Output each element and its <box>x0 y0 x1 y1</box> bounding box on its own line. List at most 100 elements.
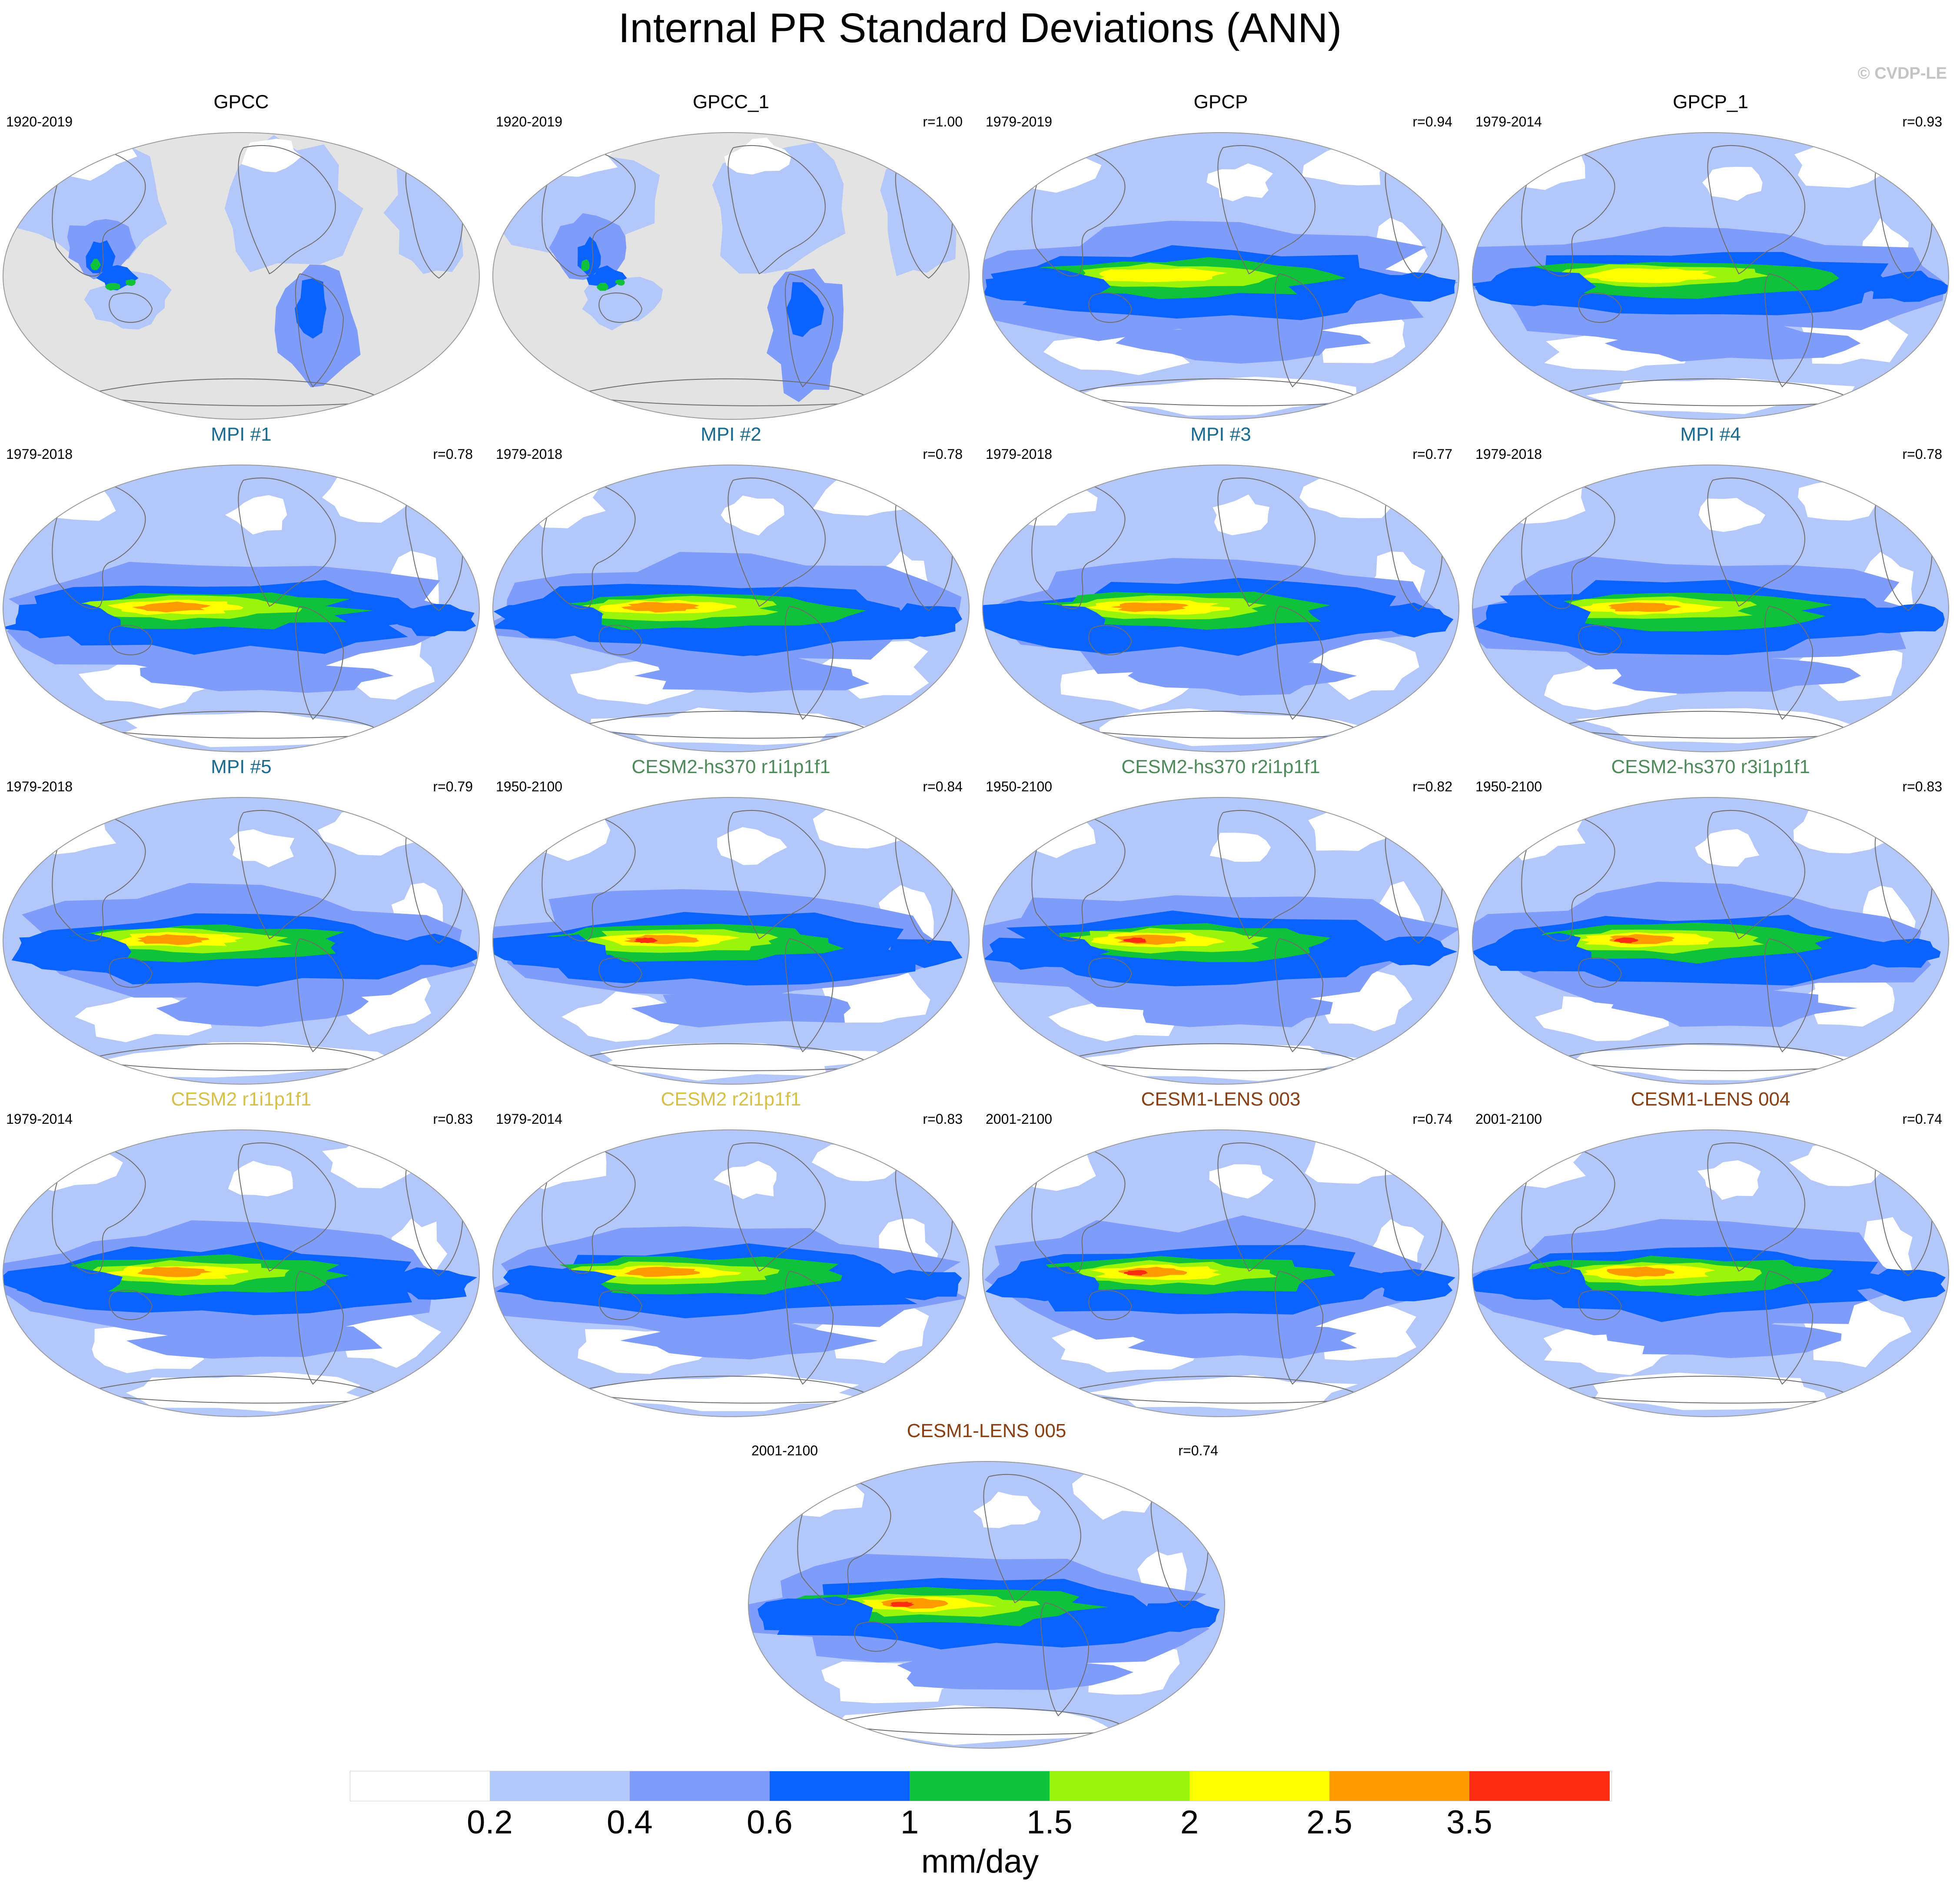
map-projection <box>3 797 480 1085</box>
map-border <box>1472 132 1949 420</box>
panel-pattern-correlation: r=0.84 <box>923 779 963 794</box>
map-panel: GPCC 1920-2019 <box>0 91 482 422</box>
panel-title: CESM1-LENS 003 <box>1141 1089 1301 1110</box>
panel-title: GPCP <box>1193 91 1248 113</box>
panel-title: CESM1-LENS 005 <box>907 1420 1066 1441</box>
panel-pattern-correlation: r=0.74 <box>1412 1111 1452 1127</box>
panel-title: CESM1-LENS 004 <box>1631 1089 1791 1110</box>
panel-title: CESM2 r2i1p1f1 <box>661 1089 801 1110</box>
map-panel: MPI #1 1979-2018 r=0.78 <box>0 424 482 754</box>
colorbar-bin <box>1469 1771 1610 1801</box>
map-border <box>1472 1129 1949 1417</box>
panel-title: GPCP_1 <box>1673 91 1748 113</box>
panel-period: 1950-2100 <box>496 779 563 794</box>
panel-period: 1979-2018 <box>6 446 73 462</box>
panel-pattern-correlation: r=0.74 <box>1902 1111 1942 1127</box>
panel-title: CESM2-hs370 r1i1p1f1 <box>631 756 831 777</box>
page-title: Internal PR Standard Deviations (ANN) <box>618 5 1342 51</box>
panel-pattern-correlation: r=0.83 <box>923 1111 963 1127</box>
panel-title: GPCC_1 <box>692 91 770 113</box>
panel-period: 1950-2100 <box>1475 779 1542 794</box>
map-projection <box>748 1461 1225 1749</box>
map-projection <box>982 1129 1459 1417</box>
panel-title: CESM2-hs370 r3i1p1f1 <box>1611 756 1810 777</box>
map-border <box>492 797 970 1085</box>
map-panel: CESM2 r1i1p1f1 1979-2014 r=0.83 <box>0 1089 482 1419</box>
panel-pattern-correlation: r=0.78 <box>1902 446 1942 462</box>
map-panel: MPI #4 1979-2018 r=0.78 <box>1469 424 1952 754</box>
map-panel: GPCC_1 1920-2019 r=1.00 <box>490 91 972 422</box>
colorbar-bin <box>1329 1771 1470 1801</box>
map-border <box>982 465 1459 752</box>
panel-pattern-correlation: r=0.77 <box>1412 446 1452 462</box>
panel-title: CESM2-hs370 r2i1p1f1 <box>1121 756 1320 777</box>
map-projection <box>982 465 1459 752</box>
panel-period: 1979-2018 <box>496 446 563 462</box>
colorbar-bin <box>490 1771 630 1801</box>
panel-pattern-correlation: r=0.93 <box>1902 114 1942 129</box>
colorbar-bin <box>630 1771 770 1801</box>
map-projection <box>492 132 970 420</box>
panel-pattern-correlation: r=1.00 <box>923 114 963 129</box>
map-projection <box>3 132 480 420</box>
panel-period: 2001-2100 <box>986 1111 1053 1127</box>
panel-title: MPI #4 <box>1680 424 1741 445</box>
panel-period: 1979-2018 <box>986 446 1053 462</box>
panel-pattern-correlation: r=0.82 <box>1412 779 1452 794</box>
colorbar-units: mm/day <box>921 1843 1039 1880</box>
map-panel: GPCP 1979-2019 r=0.94 <box>980 91 1462 422</box>
colorbar-tick-label: 1.5 <box>1027 1804 1073 1841</box>
panel-period: 1979-2019 <box>986 114 1053 129</box>
map-projection <box>1472 1129 1949 1417</box>
map-panel: CESM1-LENS 004 2001-2100 r=0.74 <box>1469 1089 1952 1419</box>
colorbar-tick-label: 0.2 <box>467 1804 513 1841</box>
map-border <box>748 1461 1225 1749</box>
panel-title: CESM2 r1i1p1f1 <box>171 1089 312 1110</box>
colorbar-frame <box>350 1771 1612 1801</box>
colorbar-tick-label: 2 <box>1180 1804 1199 1841</box>
map-projection <box>982 132 1459 420</box>
map-panel: MPI #5 1979-2018 r=0.79 <box>0 756 482 1086</box>
panel-period: 1920-2019 <box>6 114 73 129</box>
panel-period: 1979-2018 <box>6 779 73 794</box>
map-border <box>982 132 1459 420</box>
panel-period: 1979-2014 <box>1475 114 1542 129</box>
map-panel: CESM1-LENS 003 2001-2100 r=0.74 <box>980 1089 1462 1419</box>
panel-pattern-correlation: r=0.78 <box>923 446 963 462</box>
map-border <box>1472 797 1949 1085</box>
panel-period: 1979-2014 <box>6 1111 73 1127</box>
map-border <box>3 132 480 420</box>
map-projection <box>3 1129 480 1417</box>
map-panel: CESM1-LENS 005 2001-2100 r=0.74 <box>745 1420 1228 1750</box>
map-border <box>982 797 1459 1085</box>
map-border <box>492 465 970 752</box>
map-border <box>492 132 970 420</box>
panel-title: MPI #1 <box>211 424 272 445</box>
map-panel: GPCP_1 1979-2014 r=0.93 <box>1469 91 1952 422</box>
map-projection <box>492 465 970 752</box>
colorbar-bin <box>1189 1771 1330 1801</box>
colorbar-tick-label: 2.5 <box>1306 1804 1352 1841</box>
map-panel: CESM2-hs370 r1i1p1f1 1950-2100 r=0.84 <box>490 756 972 1086</box>
panel-period: 2001-2100 <box>1475 1111 1542 1127</box>
colorbar-bin <box>1050 1771 1190 1801</box>
panel-title: MPI #2 <box>701 424 761 445</box>
panel-period: 1920-2019 <box>496 114 563 129</box>
colorbar-bin <box>350 1771 490 1801</box>
map-border <box>3 1129 480 1417</box>
colorbar-bin <box>910 1771 1050 1801</box>
colorbar-tick-label: 3.5 <box>1446 1804 1492 1841</box>
panel-pattern-correlation: r=0.94 <box>1412 114 1452 129</box>
colorbar-tick-label: 0.6 <box>747 1804 793 1841</box>
map-projection <box>3 465 480 752</box>
map-border <box>492 1129 970 1417</box>
panel-period: 1979-2014 <box>496 1111 563 1127</box>
map-border <box>3 797 480 1085</box>
colorbar-tick-label: 1 <box>900 1804 919 1841</box>
map-panel: MPI #2 1979-2018 r=0.78 <box>490 424 972 754</box>
panel-pattern-correlation: r=0.79 <box>433 779 473 794</box>
panel-period: 2001-2100 <box>751 1443 818 1458</box>
watermark: © CVDP-LE <box>1857 64 1947 83</box>
map-projection <box>492 1129 970 1417</box>
map-panel: CESM2-hs370 r2i1p1f1 1950-2100 r=0.82 <box>980 756 1462 1086</box>
